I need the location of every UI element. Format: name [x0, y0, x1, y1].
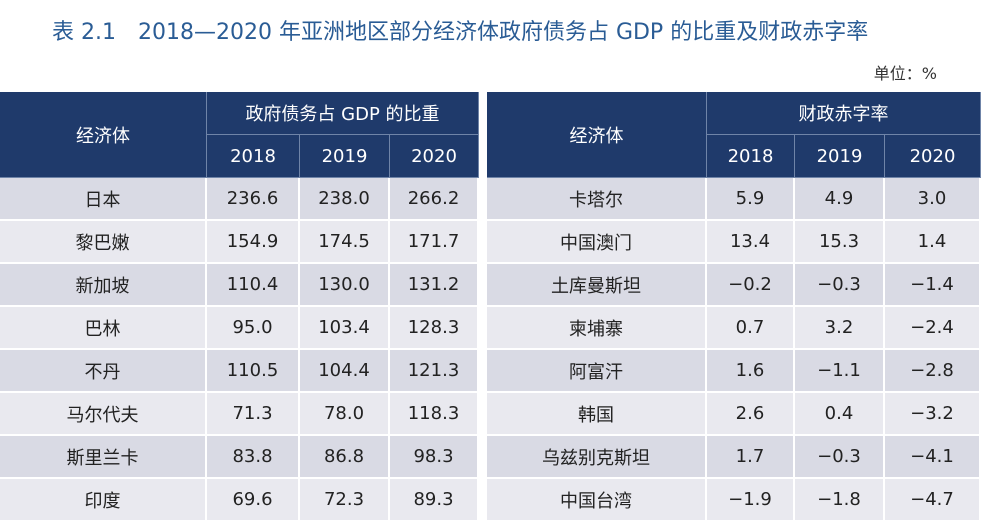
- value-cell: 89.3: [390, 479, 479, 522]
- value-cell: −0.2: [707, 264, 795, 307]
- value-cell: 86.8: [300, 436, 390, 479]
- value-cell: 131.2: [390, 264, 479, 307]
- value-cell: −0.3: [795, 264, 885, 307]
- economy-cell: 新加坡: [0, 264, 207, 307]
- group-header: 政府债务占 GDP 的比重: [207, 92, 479, 135]
- header-cell: 经济体: [487, 92, 707, 178]
- value-cell: 71.3: [207, 393, 300, 436]
- economy-cell: 土库曼斯坦: [487, 264, 707, 307]
- year-header: 2019: [795, 135, 885, 178]
- value-cell: 121.3: [390, 350, 479, 393]
- value-cell: 104.4: [300, 350, 390, 393]
- year-header: 2020: [885, 135, 981, 178]
- value-cell: 95.0: [207, 307, 300, 350]
- value-cell: 2.6: [707, 393, 795, 436]
- year-header: 2020: [390, 135, 479, 178]
- economy-cell: 斯里兰卡: [0, 436, 207, 479]
- unit-label: 单位：%: [873, 64, 937, 83]
- value-cell: 236.6: [207, 178, 300, 221]
- economy-cell: 印度: [0, 479, 207, 522]
- value-cell: 0.7: [707, 307, 795, 350]
- value-cell: 98.3: [390, 436, 479, 479]
- year-header: 2018: [707, 135, 795, 178]
- value-cell: 69.6: [207, 479, 300, 522]
- economy-cell: 马尔代夫: [0, 393, 207, 436]
- value-cell: 5.9: [707, 178, 795, 221]
- group-header: 财政赤字率: [707, 92, 981, 135]
- value-cell: 72.3: [300, 479, 390, 522]
- value-cell: 154.9: [207, 221, 300, 264]
- economy-cell: 中国台湾: [487, 479, 707, 522]
- value-cell: −4.7: [885, 479, 981, 522]
- economy-cell: 日本: [0, 178, 207, 221]
- value-cell: −2.4: [885, 307, 981, 350]
- economy-cell: 卡塔尔: [487, 178, 707, 221]
- header-cell: 经济体: [0, 92, 207, 178]
- value-cell: −0.3: [795, 436, 885, 479]
- economy-cell: 不丹: [0, 350, 207, 393]
- value-cell: −3.2: [885, 393, 981, 436]
- value-cell: 128.3: [390, 307, 479, 350]
- value-cell: 1.4: [885, 221, 981, 264]
- value-cell: 3.2: [795, 307, 885, 350]
- economy-cell: 韩国: [487, 393, 707, 436]
- value-cell: 130.0: [300, 264, 390, 307]
- value-cell: −2.8: [885, 350, 981, 393]
- value-cell: 15.3: [795, 221, 885, 264]
- value-cell: 1.7: [707, 436, 795, 479]
- value-cell: −1.8: [795, 479, 885, 522]
- year-header: 2018: [207, 135, 300, 178]
- value-cell: −1.4: [885, 264, 981, 307]
- value-cell: 4.9: [795, 178, 885, 221]
- value-cell: 110.5: [207, 350, 300, 393]
- economy-cell: 阿富汗: [487, 350, 707, 393]
- value-cell: 3.0: [885, 178, 981, 221]
- economy-cell: 黎巴嫩: [0, 221, 207, 264]
- value-cell: 103.4: [300, 307, 390, 350]
- value-cell: 1.6: [707, 350, 795, 393]
- value-cell: −1.1: [795, 350, 885, 393]
- value-cell: −1.9: [707, 479, 795, 522]
- economy-cell: 中国澳门: [487, 221, 707, 264]
- value-cell: −4.1: [885, 436, 981, 479]
- value-cell: 13.4: [707, 221, 795, 264]
- value-cell: 174.5: [300, 221, 390, 264]
- year-header: 2019: [300, 135, 390, 178]
- value-cell: 83.8: [207, 436, 300, 479]
- economy-cell: 巴林: [0, 307, 207, 350]
- value-cell: 238.0: [300, 178, 390, 221]
- value-cell: 118.3: [390, 393, 479, 436]
- value-cell: 266.2: [390, 178, 479, 221]
- value-cell: 0.4: [795, 393, 885, 436]
- economy-cell: 乌兹别克斯坦: [487, 436, 707, 479]
- table-title: 表 2.1 2018—2020 年亚洲地区部分经济体政府债务占 GDP 的比重及…: [52, 20, 869, 45]
- value-cell: 110.4: [207, 264, 300, 307]
- value-cell: 171.7: [390, 221, 479, 264]
- value-cell: 78.0: [300, 393, 390, 436]
- economy-cell: 柬埔寨: [487, 307, 707, 350]
